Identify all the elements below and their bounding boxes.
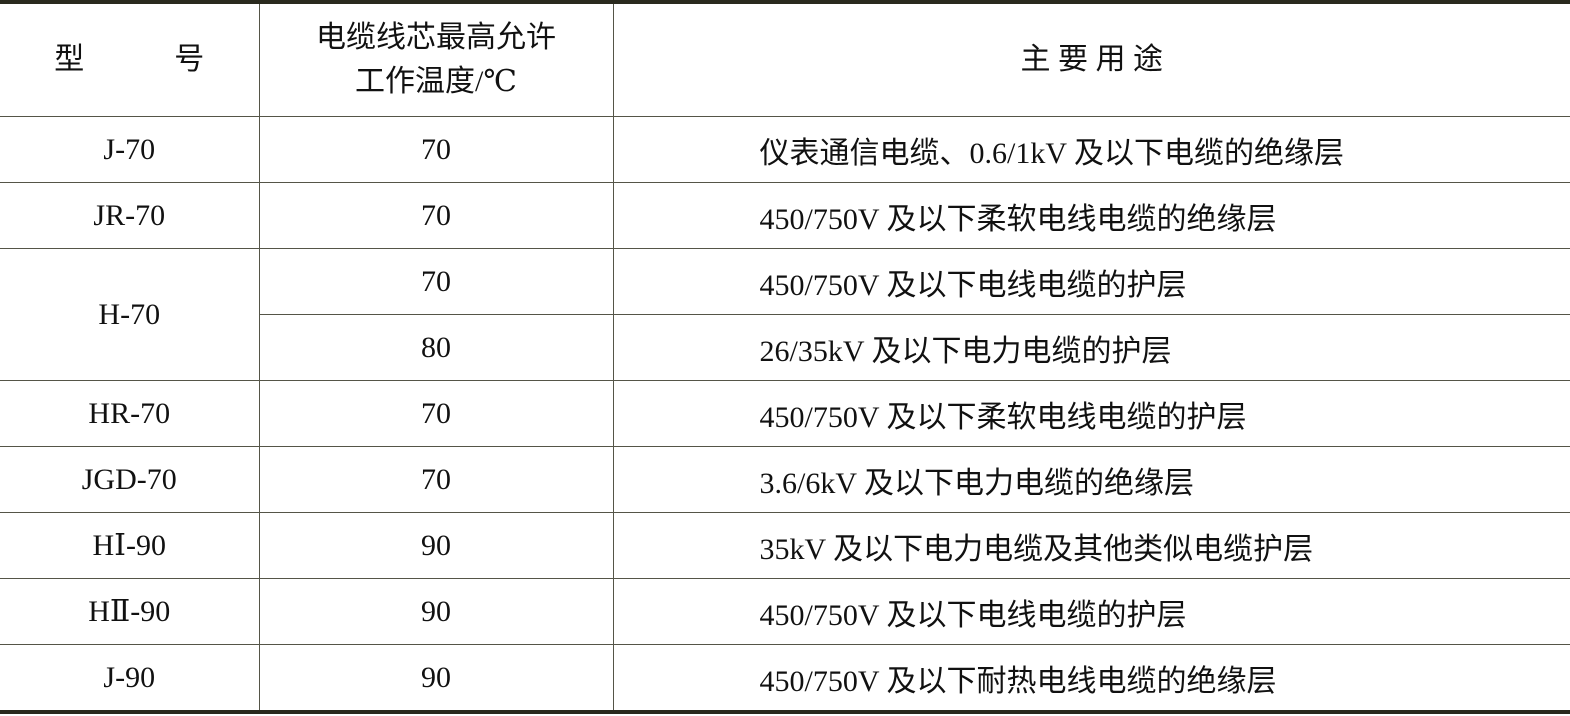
header-temperature-line1: 电缆线芯最高允许 <box>316 21 556 54</box>
cell-temp: 80 <box>259 314 614 381</box>
cell-use: 450/750V 及以下耐热电线电缆的绝缘层 <box>612 644 1570 713</box>
header-use: 主 要 用 途 <box>612 1 1570 117</box>
cell-use: 仪表通信电缆、0.6/1kV 及以下电缆的绝缘层 <box>612 116 1570 183</box>
cell-temp: 70 <box>258 446 614 513</box>
table-row: HⅠ-90 90 35kV 及以下电力电缆及其他类似电缆护层 <box>0 512 1570 579</box>
cell-model: H-70 <box>0 248 260 381</box>
cell-use: 450/750V 及以下柔软电线电缆的绝缘层 <box>612 182 1570 249</box>
table-row: JR-70 70 450/750V 及以下柔软电线电缆的绝缘层 <box>0 182 1570 249</box>
table-row: 80 26/35kV 及以下电力电缆的护层 <box>0 314 1570 381</box>
cell-temp: 70 <box>258 116 614 183</box>
cell-use: 450/750V 及以下电线电缆的护层 <box>612 248 1570 315</box>
table-row: H-70 70 450/750V 及以下电线电缆的护层 <box>0 248 1570 381</box>
table-row: J-90 90 450/750V 及以下耐热电线电缆的绝缘层 <box>0 644 1570 713</box>
cell-model: JGD-70 <box>0 446 260 513</box>
cell-temp: 90 <box>258 512 614 579</box>
cell-use: 35kV 及以下电力电缆及其他类似电缆护层 <box>612 512 1570 579</box>
cell-model: HⅡ-90 <box>0 578 260 645</box>
cell-temp: 90 <box>258 644 614 713</box>
cell-model: J-70 <box>0 116 260 183</box>
table-row: HⅡ-90 90 450/750V 及以下电线电缆的护层 <box>0 578 1570 645</box>
cell-model: JR-70 <box>0 182 260 249</box>
cell-use: 3.6/6kV 及以下电力电缆的绝缘层 <box>612 446 1570 513</box>
cell-use: 450/750V 及以下柔软电线电缆的护层 <box>612 380 1570 447</box>
table-row: JGD-70 70 3.6/6kV 及以下电力电缆的绝缘层 <box>0 446 1570 513</box>
cell-model: HR-70 <box>0 380 260 447</box>
table-row: J-70 70 仪表通信电缆、0.6/1kV 及以下电缆的绝缘层 <box>0 116 1570 183</box>
cell-use: 26/35kV 及以下电力电缆的护层 <box>612 314 1570 381</box>
table-row: HR-70 70 450/750V 及以下柔软电线电缆的护层 <box>0 380 1570 447</box>
table-header-row: 型 号 电缆线芯最高允许 工作温度/℃ 主 要 用 途 <box>0 1 1570 117</box>
cell-temp: 70 <box>258 248 614 315</box>
header-temperature-line2: 工作温度/℃ <box>355 65 517 98</box>
header-model: 型 号 <box>0 1 260 117</box>
cell-model: HⅠ-90 <box>0 512 260 579</box>
cell-temp: 70 <box>258 380 614 447</box>
cell-model: J-90 <box>0 644 260 713</box>
cell-use: 450/750V 及以下电线电缆的护层 <box>612 578 1570 645</box>
cell-temp: 90 <box>258 578 614 645</box>
cell-temp: 70 <box>258 182 614 249</box>
header-temperature: 电缆线芯最高允许 工作温度/℃ <box>258 1 614 117</box>
